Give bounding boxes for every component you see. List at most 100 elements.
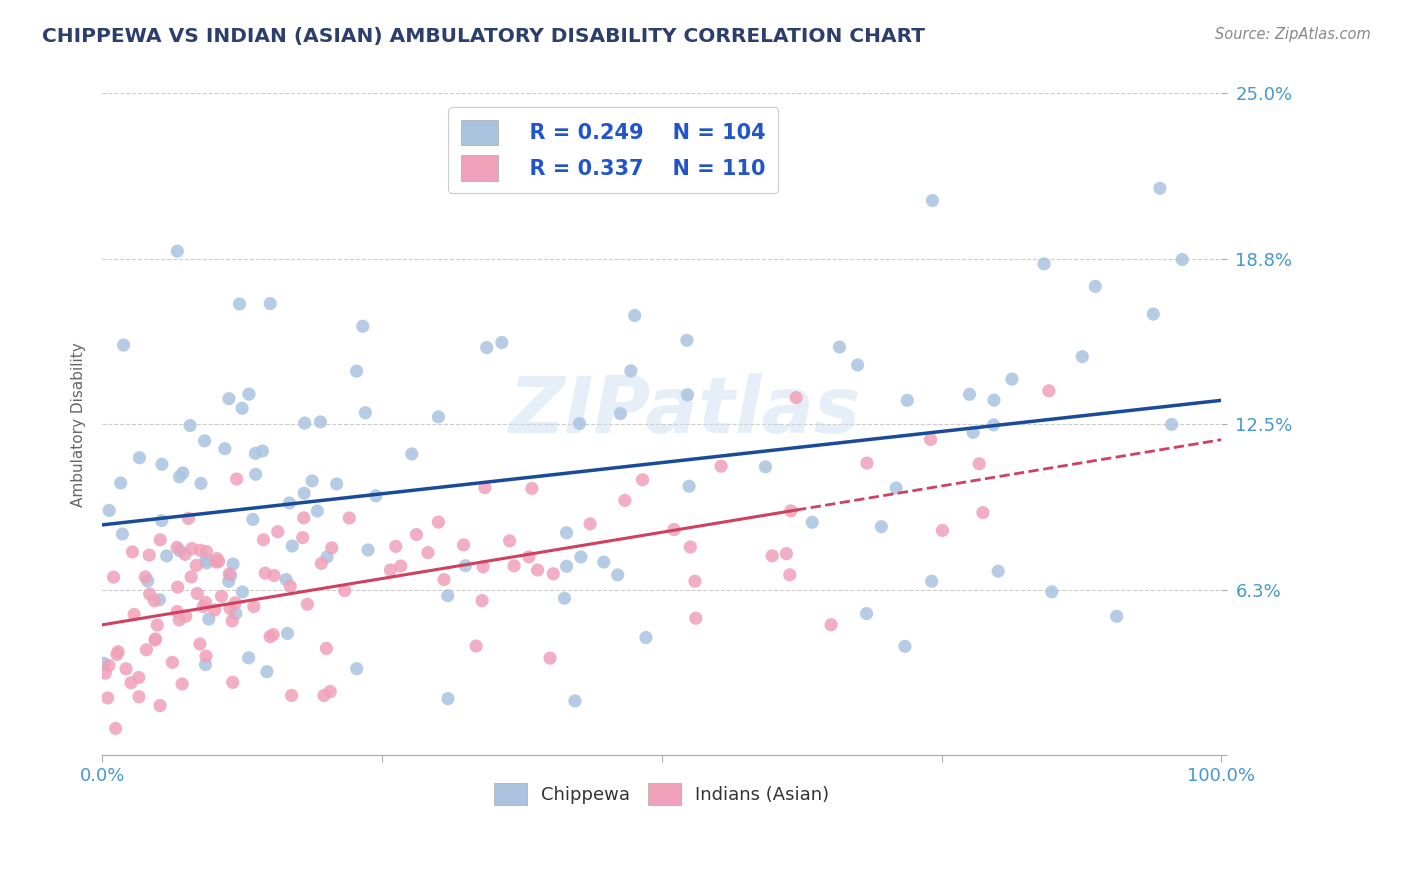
Point <box>620 364 643 378</box>
Point <box>312 689 335 703</box>
Point <box>195 544 218 558</box>
Point <box>541 566 564 581</box>
Point <box>231 401 253 416</box>
Point <box>568 417 591 431</box>
Point <box>149 698 172 713</box>
Point <box>259 296 281 310</box>
Point <box>180 570 202 584</box>
Point <box>222 675 245 690</box>
Point <box>98 503 121 517</box>
Point <box>228 297 250 311</box>
Point <box>276 626 298 640</box>
Point <box>761 549 783 563</box>
Point <box>685 611 707 625</box>
Point <box>555 525 578 540</box>
Point <box>280 689 302 703</box>
Point <box>143 632 166 647</box>
Point <box>754 459 776 474</box>
Point <box>491 335 513 350</box>
Point <box>1160 417 1182 432</box>
Point <box>436 589 458 603</box>
Point <box>364 489 387 503</box>
Point <box>613 493 636 508</box>
Point <box>1171 252 1194 267</box>
Point <box>856 456 879 470</box>
Point <box>1001 372 1024 386</box>
Point <box>352 319 374 334</box>
Point <box>1071 350 1094 364</box>
Point <box>779 567 801 582</box>
Point <box>309 415 332 429</box>
Point <box>225 607 247 621</box>
Point <box>346 364 368 378</box>
Point <box>252 533 274 547</box>
Point <box>354 406 377 420</box>
Point <box>198 612 221 626</box>
Point <box>136 574 159 588</box>
Point <box>538 651 561 665</box>
Point <box>172 466 194 480</box>
Point <box>517 549 540 564</box>
Point <box>169 470 191 484</box>
Point <box>321 541 343 555</box>
Point <box>219 568 242 582</box>
Point <box>188 543 211 558</box>
Point <box>1033 257 1056 271</box>
Point <box>194 434 217 448</box>
Point <box>564 694 586 708</box>
Text: Source: ZipAtlas.com: Source: ZipAtlas.com <box>1215 27 1371 42</box>
Point <box>920 433 942 447</box>
Point <box>222 557 245 571</box>
Legend: Chippewa, Indians (Asian): Chippewa, Indians (Asian) <box>486 775 837 812</box>
Point <box>174 547 197 561</box>
Point <box>333 583 356 598</box>
Point <box>146 618 169 632</box>
Point <box>107 645 129 659</box>
Point <box>93 657 115 671</box>
Point <box>259 630 281 644</box>
Point <box>177 511 200 525</box>
Point <box>662 523 685 537</box>
Point <box>122 607 145 622</box>
Point <box>128 670 150 684</box>
Point <box>195 556 218 570</box>
Point <box>267 524 290 539</box>
Point <box>623 309 645 323</box>
Point <box>254 566 277 581</box>
Point <box>111 527 134 541</box>
Y-axis label: Ambulatory Disability: Ambulatory Disability <box>72 342 86 507</box>
Point <box>205 555 228 569</box>
Point <box>238 650 260 665</box>
Point <box>380 563 402 577</box>
Point <box>801 516 824 530</box>
Point <box>150 514 173 528</box>
Point <box>972 506 994 520</box>
Point <box>828 340 851 354</box>
Point <box>262 627 284 641</box>
Point <box>820 617 842 632</box>
Point <box>128 450 150 465</box>
Point <box>325 477 347 491</box>
Point <box>238 387 260 401</box>
Point <box>174 609 197 624</box>
Point <box>962 425 984 440</box>
Point <box>474 481 496 495</box>
Point <box>775 547 797 561</box>
Point <box>569 549 592 564</box>
Point <box>231 585 253 599</box>
Point <box>211 590 233 604</box>
Point <box>1105 609 1128 624</box>
Point <box>193 599 215 614</box>
Point <box>472 559 495 574</box>
Point <box>225 472 247 486</box>
Point <box>987 564 1010 578</box>
Point <box>337 511 360 525</box>
Point <box>172 677 194 691</box>
Point <box>112 338 135 352</box>
Point <box>453 538 475 552</box>
Point <box>150 458 173 472</box>
Point <box>676 334 699 348</box>
Point <box>609 407 631 421</box>
Point <box>870 519 893 533</box>
Point <box>292 486 315 500</box>
